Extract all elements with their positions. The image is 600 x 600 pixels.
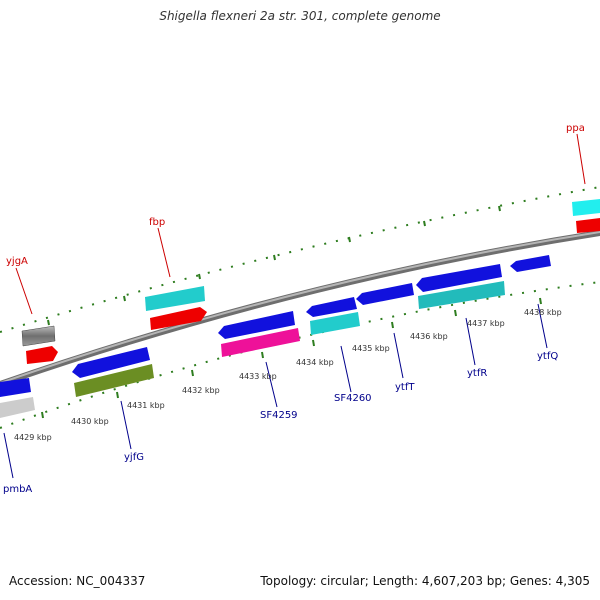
- gene-cyan-feature-2[interactable]: [418, 281, 505, 309]
- gene-yjfG-feature[interactable]: [74, 364, 154, 397]
- kbp-label: 4431 kbp: [127, 401, 165, 410]
- gene-label-SF4259[interactable]: SF4259: [260, 410, 298, 421]
- gene-label-SF4260[interactable]: SF4260: [334, 393, 372, 404]
- inner-tick-track: [0, 281, 600, 429]
- accession-text: Accession: NC_004337: [9, 574, 146, 588]
- gene-ppa-feature[interactable]: [572, 199, 600, 216]
- gene-red-feature-1[interactable]: [26, 346, 58, 364]
- inner-major-ticks: [41, 297, 542, 419]
- outer-major-ticks: [47, 205, 501, 326]
- kbp-label: 4437 kbp: [467, 319, 505, 328]
- gene-label-fbp[interactable]: fbp: [149, 217, 165, 228]
- kbp-label: 4436 kbp: [410, 332, 448, 341]
- gene-gray-feature[interactable]: [0, 397, 35, 418]
- reverse-label-leaders: [3, 303, 548, 479]
- reverse-gene-labels: pmbA yjfG SF4259 SF4260 ytfT ytfR ytfQ: [3, 351, 558, 495]
- gene-red-feature-2[interactable]: [150, 307, 207, 330]
- kbp-label: 4430 kbp: [71, 417, 109, 426]
- genome-summary-text: Topology: circular; Length: 4,607,203 bp…: [260, 574, 590, 588]
- gene-cyan-feature-1[interactable]: [310, 312, 360, 335]
- kbp-label: 4438 kbp: [524, 308, 562, 317]
- kbp-label: 4435 kbp: [352, 344, 390, 353]
- gene-yjfG-blue-feature[interactable]: [72, 347, 150, 378]
- kbp-labels: 4429 kbp 4430 kbp 4431 kbp 4432 kbp 4433…: [14, 308, 562, 442]
- gene-label-ytfQ[interactable]: ytfQ: [537, 351, 558, 362]
- gene-fbp-feature[interactable]: [145, 286, 205, 311]
- forward-label-leaders: [15, 133, 586, 315]
- gene-SF4259-feature[interactable]: [221, 328, 300, 357]
- gene-SF4260-feature[interactable]: [306, 297, 357, 317]
- kbp-label: 4432 kbp: [182, 386, 220, 395]
- gene-pmbA-feature[interactable]: [0, 378, 31, 397]
- gene-label-ytfT[interactable]: ytfT: [395, 382, 415, 393]
- gene-red-feature-3[interactable]: [576, 218, 600, 233]
- gene-label-ppa[interactable]: ppa: [566, 123, 585, 134]
- gene-label-yjgA[interactable]: yjgA: [6, 256, 28, 267]
- gene-yjgA-feature[interactable]: [21, 325, 56, 347]
- gene-SF4259-blue-feature[interactable]: [218, 311, 295, 339]
- kbp-label: 4429 kbp: [14, 433, 52, 442]
- genome-title: Shigella flexneri 2a str. 301, complete …: [159, 9, 441, 23]
- gene-label-ytfR[interactable]: ytfR: [467, 368, 487, 379]
- gene-label-yjfG[interactable]: yjfG: [124, 452, 144, 463]
- genome-backbone-highlight: [0, 231, 600, 384]
- kbp-label: 4433 kbp: [239, 372, 277, 381]
- gene-ytfR-feature[interactable]: [416, 264, 502, 292]
- kbp-label: 4434 kbp: [296, 358, 334, 367]
- gene-ytfQ-feature[interactable]: [510, 255, 551, 272]
- gene-label-pmbA[interactable]: pmbA: [3, 484, 32, 495]
- forward-gene-labels: yjgA fbp ppa: [6, 123, 585, 267]
- gene-ytfT-feature[interactable]: [356, 283, 414, 305]
- outer-tick-track: [0, 186, 600, 333]
